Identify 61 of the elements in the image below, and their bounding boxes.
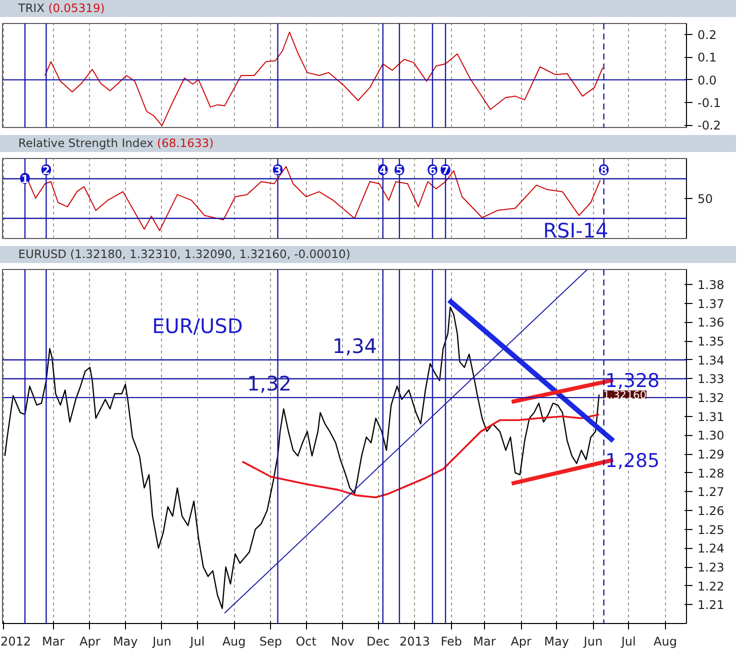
x-tick-label: 2012 [0, 634, 32, 648]
annotation: 3 [274, 164, 282, 178]
y-tick-label: 1.30 [698, 428, 724, 443]
y-tick-label: 1.37 [698, 296, 724, 311]
x-tick-label: Jun [582, 634, 603, 648]
x-tick-label: 2013 [400, 634, 430, 648]
x-tick-label: Mar [42, 634, 65, 648]
x-tick-label: Nov [331, 634, 354, 648]
x-tick-label: May [112, 634, 138, 648]
x-tick-label: Apr [80, 634, 100, 648]
y-tick-label: 1.22 [698, 579, 724, 594]
text: 50 [698, 192, 713, 206]
x-tick-label: Oct [296, 634, 317, 648]
x-tick-label: Jul [620, 634, 636, 648]
x-tick-label: Feb [440, 634, 462, 648]
annotation: 1.32160 [603, 390, 646, 402]
y-tick-label: 1.36 [698, 316, 724, 330]
chart-subtitle: (68.1633) [157, 136, 214, 150]
y-tick-label: 1.25 [698, 522, 724, 537]
annotation: 1 [21, 172, 29, 186]
x-tick-label: Aug [222, 634, 246, 648]
chart-subtitle: (0.05319) [48, 1, 105, 15]
annotation: 6 [428, 164, 437, 178]
chart-title: Relative Strength Index [18, 136, 154, 150]
x-tick-label: Sep [259, 634, 282, 648]
y-tick-label: 1.24 [698, 542, 724, 556]
chart-title: EURUSD (1.32180, 1.32310, 1.32090, 1.32160, -0.00010) [17, 246, 350, 263]
x-tick-label: Mar [473, 634, 496, 648]
y-tick-label: 1.26 [698, 504, 724, 518]
y-tick-label: 1.34 [698, 353, 724, 368]
y-tick-label: -0.1 [698, 96, 721, 110]
y-tick-label: 1.23 [698, 560, 724, 575]
x-tick-label: Dec [366, 634, 390, 648]
y-tick-label: 0.2 [698, 28, 717, 42]
annotation: EUR/USD [152, 314, 243, 338]
y-tick-label: 1.29 [698, 448, 724, 462]
y-tick-label: 0.0 [698, 73, 717, 88]
y-tick-label: 1.38 [698, 278, 724, 292]
x-tick-label: May [544, 634, 569, 648]
x-tick-label: Jun [152, 634, 172, 648]
annotation: RSI-14 [543, 218, 608, 242]
annotation: 8 [600, 164, 608, 178]
y-tick-label: 1.33 [698, 372, 724, 386]
annotation: 2 [42, 164, 50, 178]
x-tick-label: Aug [654, 634, 677, 648]
y-tick-label: 1.27 [698, 485, 724, 500]
y-tick-label: 0.1 [698, 50, 717, 65]
chart-title: TRIX [18, 1, 45, 15]
y-tick-label: -0.2 [698, 118, 721, 133]
annotation: 4 [379, 164, 388, 178]
y-tick-label: 1.21 [698, 598, 724, 612]
annotation: 1,285 [605, 450, 660, 472]
x-tick-label: Jul [189, 634, 205, 648]
y-tick-label: 1.28 [698, 466, 724, 480]
y-tick-label: 1.35 [698, 334, 724, 349]
annotation: 5 [396, 164, 404, 178]
y-tick-label: 1.31 [698, 410, 724, 424]
x-tick-label: Apr [510, 634, 532, 648]
ref-line-label: 1,34 [332, 334, 378, 358]
annotation: 7 [442, 164, 450, 178]
y-tick-label: 1.32 [698, 391, 724, 406]
